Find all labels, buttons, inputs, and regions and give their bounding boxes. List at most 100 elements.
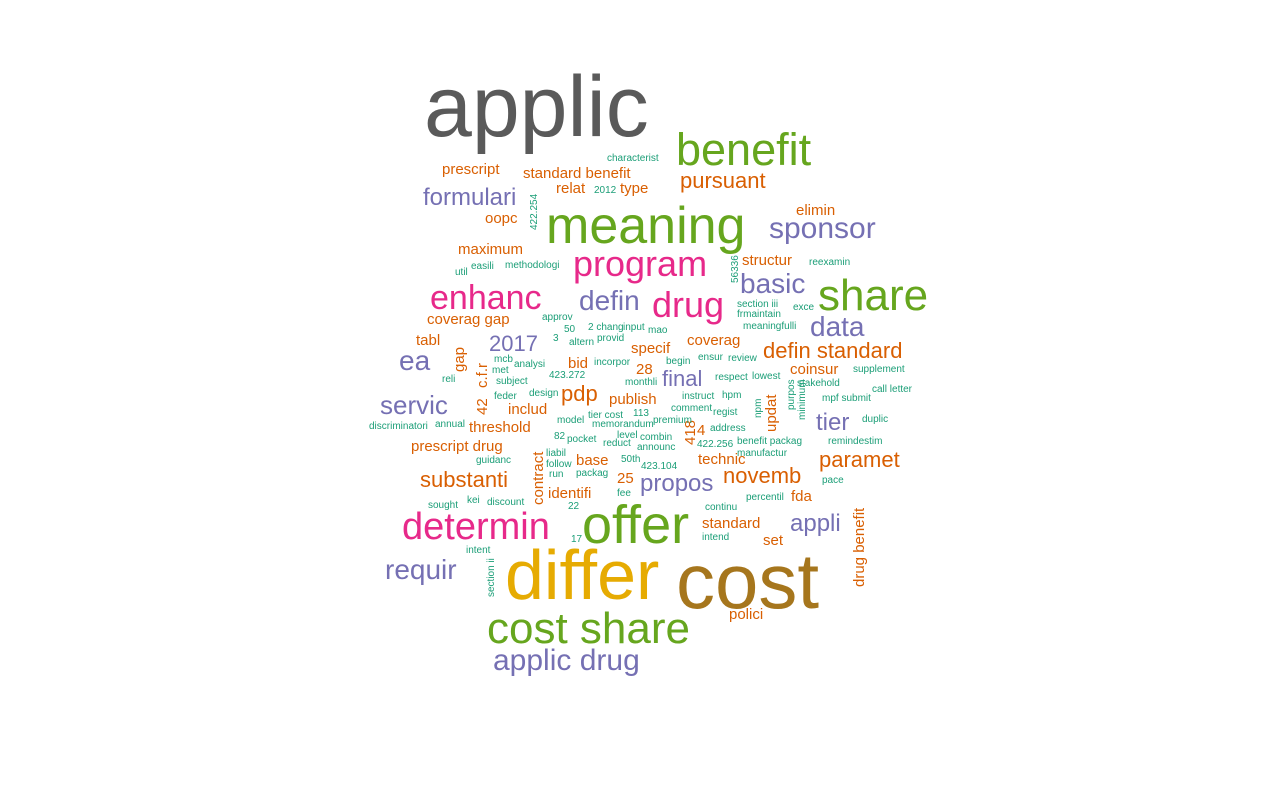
word-50: 50 [564, 324, 576, 335]
word-coinsur: coinsur [790, 361, 839, 378]
word-defin: defin [579, 285, 640, 316]
word-reli: reli [442, 374, 456, 385]
word-structur: structur [742, 252, 793, 269]
word-begin: begin [666, 356, 691, 367]
word-input: input [623, 322, 645, 333]
word-discriminatori: discriminatori [369, 421, 428, 432]
word-determin: determin [402, 506, 550, 548]
word-premium: premium [653, 415, 692, 426]
word-prescript: prescript [442, 161, 500, 178]
word-manufactur: manufactur [737, 448, 788, 459]
word-requir: requir [385, 554, 457, 585]
word-servic: servic [380, 390, 448, 420]
word-offer: offer [582, 495, 690, 555]
word-pace: pace [822, 475, 844, 486]
word-program: program [573, 243, 708, 284]
word-standard: standard [702, 515, 761, 532]
word-appli: appli [790, 510, 841, 537]
word-82: 82 [554, 431, 566, 442]
word-422-256: 422.256 [697, 439, 734, 450]
word-pocket: pocket [567, 434, 597, 445]
word-data: data [810, 311, 865, 342]
word-422-254: 422.254 [529, 193, 540, 230]
word-2-chang: 2 chang [588, 322, 624, 333]
word-met: met [492, 365, 509, 376]
word-c-f-r: c.f.r [474, 363, 491, 388]
word-purpos: purpos [786, 379, 797, 410]
word-sponsor: sponsor [769, 212, 876, 245]
word-contract: contract [530, 451, 547, 505]
word-tier: tier [816, 409, 850, 436]
word-3: 3 [553, 333, 559, 344]
word-enhanc: enhanc [430, 279, 542, 317]
word-follow: follow [546, 459, 572, 470]
word-lowest: lowest [752, 371, 781, 382]
word-25: 25 [617, 470, 634, 487]
word-22: 22 [568, 501, 580, 512]
word-prescript-drug: prescript drug [411, 438, 503, 455]
word-util: util [455, 267, 468, 278]
word-specif: specif [631, 340, 671, 357]
word-run: run [549, 469, 564, 480]
word-technic: technic [698, 451, 746, 468]
word-propos: propos [640, 470, 714, 497]
word-final: final [662, 366, 703, 391]
word-reduct: reduct [603, 438, 631, 449]
word-drug: drug [652, 284, 725, 325]
word-remindestim: remindestim [828, 436, 883, 447]
word-publish: publish [609, 391, 657, 408]
word-set: set [763, 532, 784, 549]
word-423-272: 423.272 [549, 370, 586, 381]
word-meaningfulli: meaningfulli [743, 321, 797, 332]
word-includ: includ [508, 401, 548, 418]
word-hpm: hpm [722, 390, 742, 401]
word-gap: gap [451, 346, 468, 372]
word-tabl: tabl [416, 332, 441, 349]
word-kei: kei [467, 495, 480, 506]
word-mpf-submit: mpf submit [822, 393, 871, 404]
word-applic-drug: applic drug [493, 644, 640, 677]
word-basic: basic [740, 268, 806, 299]
word-ensur: ensur [698, 352, 724, 363]
word-continu: continu [705, 502, 738, 513]
word-ea: ea [399, 345, 431, 376]
word-frmaintain: frmaintain [737, 309, 781, 320]
word-113: 113 [633, 408, 649, 419]
word-benefit: benefit [676, 124, 812, 175]
word-base: base [576, 452, 609, 469]
word-4: 4 [697, 422, 706, 439]
word-updat: updat [763, 394, 780, 432]
word-model: model [557, 415, 585, 426]
word-paramet: paramet [819, 447, 900, 472]
word-mao: mao [648, 325, 668, 336]
word-42: 42 [474, 398, 491, 415]
word-guidanc: guidanc [476, 455, 512, 466]
word-cost: cost [676, 537, 820, 625]
word-percentil: percentil [746, 492, 784, 503]
word-benefit-packag: benefit packag [737, 436, 803, 447]
word-17: 17 [571, 534, 583, 545]
word-2012: 2012 [594, 185, 617, 196]
word-coverag: coverag [687, 332, 741, 349]
word-review: review [728, 353, 757, 364]
word-respect: respect [715, 372, 748, 383]
word-feder: feder [494, 391, 517, 402]
word-liabil: liabil [546, 448, 567, 459]
word-duplic: duplic [862, 414, 889, 425]
word-monthli: monthli [625, 377, 658, 388]
word-fee: fee [617, 488, 631, 499]
word-announc: announc [637, 442, 676, 453]
word-identifi: identifi [548, 485, 592, 502]
word-423-104: 423.104 [641, 461, 678, 472]
word-coverag-gap: coverag gap [427, 311, 510, 328]
word-provid: provid [597, 333, 625, 344]
word-oopc: oopc [485, 210, 518, 227]
word-level: level [617, 430, 638, 441]
word-28: 28 [636, 361, 653, 378]
word-2017: 2017 [489, 331, 538, 356]
word-defin-standard: defin standard [763, 338, 903, 363]
word-formulari: formulari [423, 184, 517, 211]
word-regist: regist [713, 407, 738, 418]
word-standard-benefit: standard benefit [523, 165, 631, 182]
